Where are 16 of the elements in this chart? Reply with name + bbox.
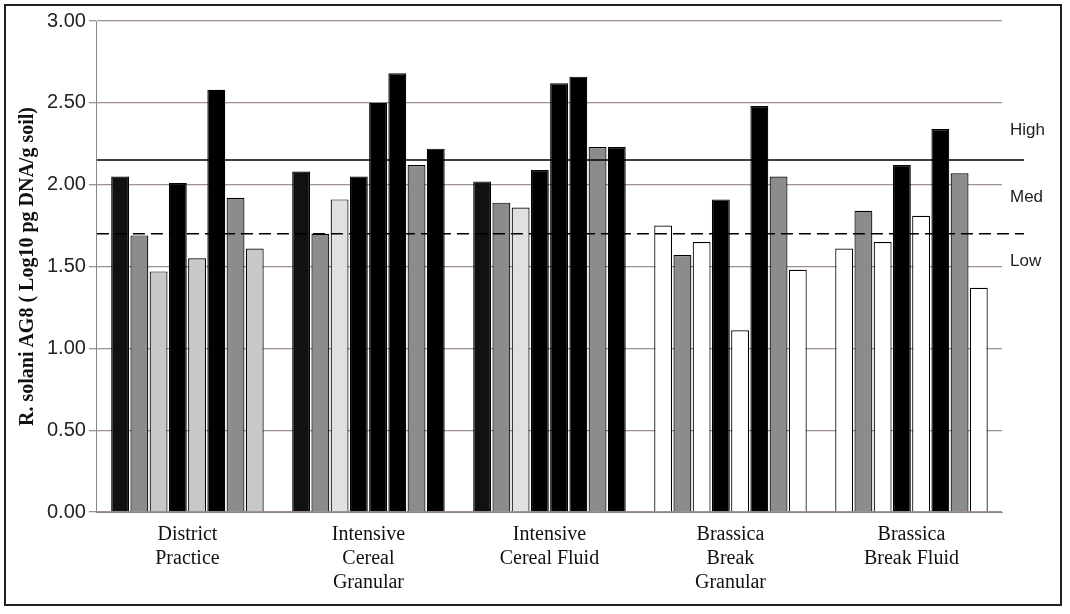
y-tick-label: 3.00 [46, 8, 86, 31]
x-tick-label: Intensive Cereal Fluid [499, 522, 600, 569]
text: Med [1010, 186, 1044, 206]
y-axis-title: R. solani AG8 ( Log10 pg DNA/g soil) [15, 107, 39, 426]
y-tick-label: 0.00 [46, 499, 86, 522]
x-tick-label: Intensive Cereal Granular [331, 522, 406, 593]
y-tick-label: 1.00 [46, 335, 86, 358]
text: Low [1010, 251, 1042, 271]
y-tick-label: 2.00 [46, 172, 86, 195]
y-tick-label: 0.50 [46, 417, 86, 440]
y-tick-label: 1.50 [46, 254, 86, 277]
x-tick-label: Brassica Break Granular [694, 522, 767, 593]
x-tick-label: District Practice [155, 522, 220, 569]
y-tick-label: 2.50 [46, 90, 86, 113]
x-tick-label: Brassica Break Fluid [863, 522, 959, 569]
text: High [1010, 119, 1045, 139]
